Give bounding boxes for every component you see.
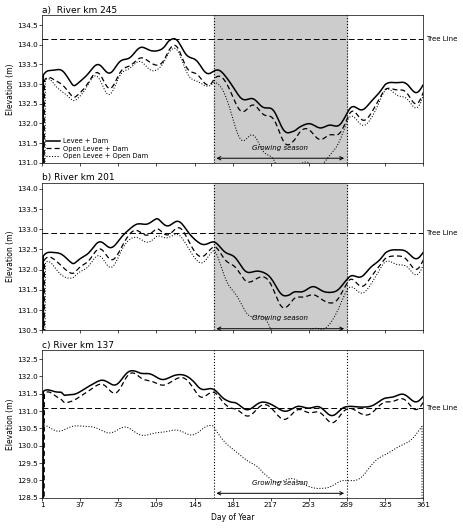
Y-axis label: Elevation (m): Elevation (m) [6,398,14,450]
Text: b) River km 201: b) River km 201 [42,173,115,182]
Bar [213,183,347,330]
Text: Tree Line: Tree Line [426,36,457,42]
Bar [213,15,347,163]
Text: Tree Line: Tree Line [426,230,457,237]
Text: Tree Line: Tree Line [426,404,457,411]
Text: Growing season: Growing season [252,145,308,151]
X-axis label: Day of Year: Day of Year [211,513,254,522]
Y-axis label: Elevation (m): Elevation (m) [6,231,14,282]
Text: c) River km 137: c) River km 137 [42,341,114,350]
Y-axis label: Elevation (m): Elevation (m) [6,63,14,115]
Text: Growing season: Growing season [252,315,308,322]
Legend: Levee + Dam, Open Levee + Dam, Open Levee + Open Dam: Levee + Dam, Open Levee + Dam, Open Leve… [45,138,148,159]
Text: Growing season: Growing season [252,480,308,486]
Text: a)  River km 245: a) River km 245 [42,6,118,15]
